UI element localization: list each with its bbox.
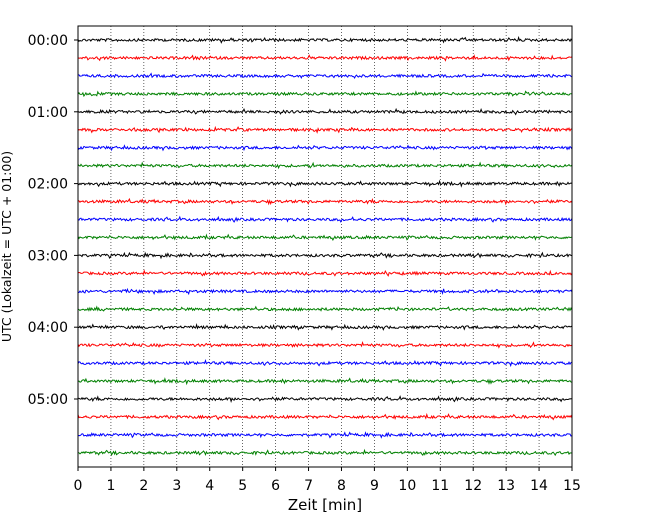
trace-line	[77, 251, 573, 260]
y-tick-label: 01:00	[28, 105, 68, 121]
x-tick-label: 4	[205, 478, 214, 494]
trace-line	[77, 359, 573, 368]
trace-line	[77, 90, 573, 98]
x-tick-label: 11	[431, 478, 449, 494]
x-tick-label: 0	[74, 478, 83, 494]
y-tick-label: 05:00	[28, 392, 68, 408]
y-tick-label: 02:00	[28, 177, 68, 193]
x-tick-label: 5	[238, 478, 247, 494]
trace-line	[77, 431, 573, 439]
trace-line	[77, 395, 573, 403]
trace-line	[77, 54, 573, 62]
x-tick-label: 14	[530, 478, 548, 494]
trace-line	[77, 305, 573, 312]
y-axis: 00:00 01:00 02:00 03:00 04:00 05:00	[28, 33, 78, 408]
trace-line	[77, 35, 573, 44]
trace-line	[77, 269, 573, 277]
trace-line	[78, 322, 573, 331]
trace-line	[77, 144, 573, 152]
x-tick-label: 7	[304, 478, 313, 494]
trace-line	[77, 377, 573, 386]
trace-line	[77, 215, 573, 223]
trace-line	[77, 161, 573, 170]
trace-line	[77, 287, 573, 296]
plot-frame	[77, 25, 573, 468]
x-axis-label: Zeit [min]	[288, 496, 362, 514]
x-tick-label: 9	[370, 478, 379, 494]
trace-line	[77, 412, 573, 421]
trace-line	[77, 233, 573, 241]
y-tick-label: 04:00	[28, 320, 68, 336]
trace-line	[77, 107, 573, 116]
traces	[77, 35, 573, 457]
x-tick-label: 13	[497, 478, 515, 494]
x-tick-label: 10	[398, 478, 416, 494]
x-tick-label: 15	[563, 478, 581, 494]
x-tick-label: 1	[106, 478, 115, 494]
trace-line	[78, 72, 573, 80]
trace-line	[77, 340, 573, 349]
x-tick-label: 8	[337, 478, 346, 494]
trace-line	[77, 179, 573, 188]
trace-line	[77, 125, 573, 134]
x-tick-label: 3	[172, 478, 181, 494]
trace-line	[77, 448, 573, 457]
x-tick-label: 6	[271, 478, 280, 494]
x-tick-label: 2	[139, 478, 148, 494]
x-axis: 0 1 2 3 4 5 6 7 8 9 10 11 12 13 14 15	[74, 467, 581, 494]
y-tick-label: 00:00	[28, 33, 68, 49]
y-axis-label: UTC (Lokalzeit = UTC + 01:00)	[0, 151, 14, 342]
y-tick-label: 03:00	[28, 248, 68, 264]
x-tick-label: 12	[464, 478, 482, 494]
trace-line	[77, 197, 573, 206]
